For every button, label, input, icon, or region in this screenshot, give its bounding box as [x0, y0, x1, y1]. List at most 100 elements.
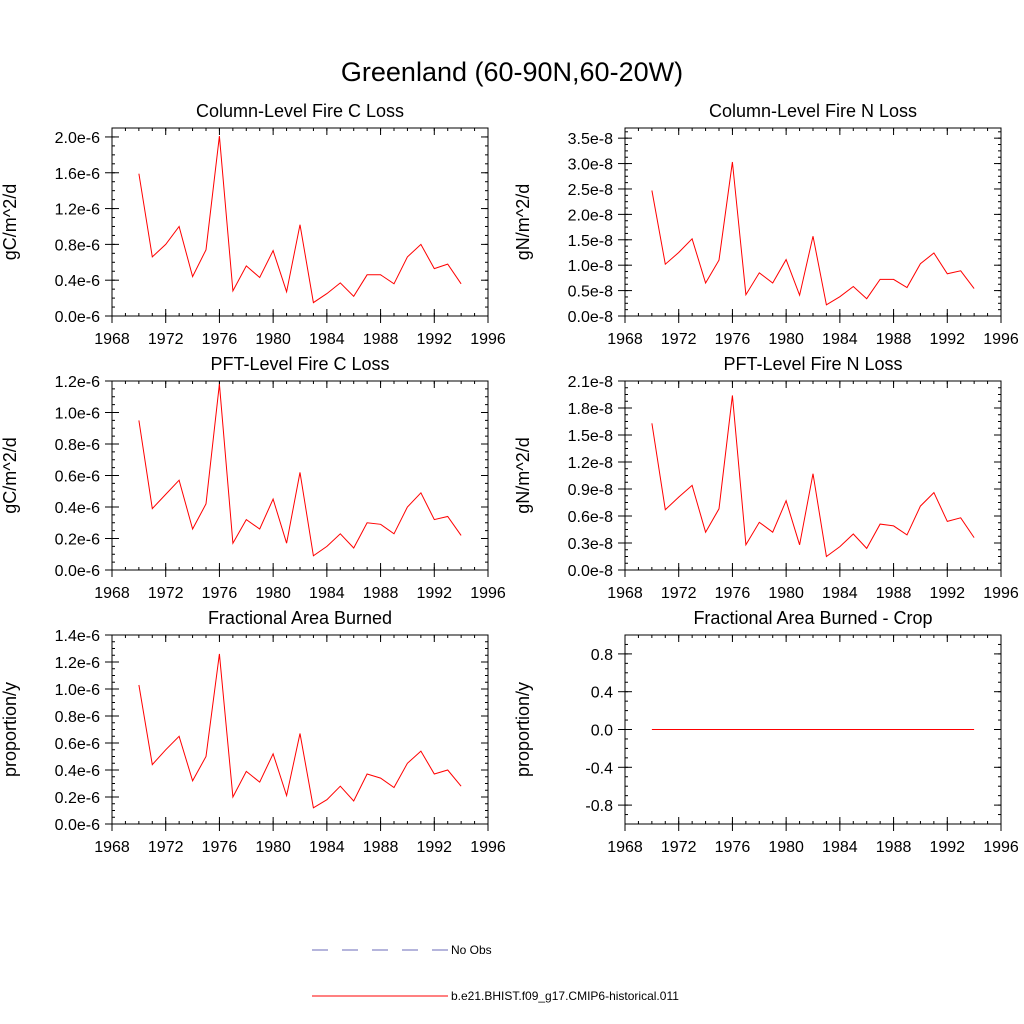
- chart-panel-1: 1968 1972 1976 1980 1984 1988 1992 1996 0.0e-6 0.…: [0, 101, 506, 348]
- y-tick-label: 0.8e-6: [55, 237, 100, 254]
- y-tick-label: 0.0e-8: [568, 309, 613, 326]
- y-tick-label: 0.9e-8: [568, 482, 613, 499]
- legend-label-1: No Obs: [451, 943, 492, 957]
- y-tick-label: 1.4e-6: [55, 628, 100, 645]
- y-tick-label: 0.0e-6: [55, 563, 100, 580]
- y-tick-label: 0.0e-6: [55, 309, 100, 326]
- y-tick-label: 1.2e-6: [55, 655, 100, 672]
- x-tick-label: 1968: [607, 839, 643, 856]
- x-tick-label: 1976: [715, 331, 751, 348]
- chart-panel-3: 1968 1972 1976 1980 1984 1988 1992 1996 0.0e-6 0.…: [0, 354, 506, 602]
- x-tick-label: 1980: [768, 839, 804, 856]
- x-tick-label: 1984: [822, 331, 858, 348]
- series-line-1: [138, 136, 462, 304]
- x-tick-label: 1968: [607, 331, 643, 348]
- y-tick-label: 2.1e-8: [568, 374, 613, 391]
- y-axis-label: gC/m^2/d: [0, 437, 20, 513]
- y-tick-label: -0.4: [585, 760, 613, 777]
- x-tick-label: 1992: [416, 331, 452, 348]
- panel-title: Fractional Area Burned - Crop: [693, 608, 932, 628]
- series-line-1: [651, 395, 975, 558]
- x-tick-label: 1972: [661, 331, 697, 348]
- x-tick-label: 1996: [470, 331, 506, 348]
- y-tick-label: 0.6e-8: [568, 509, 613, 526]
- y-tick-label: 1.2e-6: [55, 202, 100, 219]
- y-axis-label: proportion/y: [513, 682, 533, 777]
- y-tick-label: 1.8e-8: [568, 401, 613, 418]
- x-tick-label: 1980: [768, 331, 804, 348]
- series-line-1: [138, 653, 462, 809]
- chart-panel-4: 1968 1972 1976 1980 1984 1988 1992 1996 0.0e-8 0.…: [513, 354, 1019, 602]
- x-tick-label: 1988: [363, 585, 399, 602]
- y-axis-label: proportion/y: [0, 682, 20, 777]
- x-tick-label: 1992: [416, 585, 452, 602]
- y-tick-label: -0.8: [585, 798, 613, 815]
- y-tick-label: 2.0e-8: [568, 207, 613, 224]
- x-tick-label: 1992: [929, 331, 965, 348]
- x-tick-label: 1988: [876, 585, 912, 602]
- y-tick-label: 0.8: [591, 647, 613, 664]
- y-tick-label: 0.5e-8: [568, 284, 613, 301]
- y-tick-label: 1.6e-6: [55, 166, 100, 183]
- x-tick-label: 1980: [768, 585, 804, 602]
- y-tick-label: 2.0e-6: [55, 130, 100, 147]
- panels: 1968 1972 1976 1980 1984 1988 1992 1996 0.0e-6 0.…: [0, 101, 1019, 856]
- panel-title: Column-Level Fire C Loss: [196, 101, 404, 121]
- x-tick-label: 1992: [929, 585, 965, 602]
- y-tick-label: 1.5e-8: [568, 428, 613, 445]
- y-tick-label: 3.5e-8: [568, 131, 613, 148]
- chart-panel-6: 1968 1972 1976 1980 1984 1988 1992 1996 -0.8 -0.4…: [513, 608, 1019, 856]
- x-tick-label: 1968: [94, 331, 130, 348]
- x-tick-label: 1980: [255, 839, 291, 856]
- y-axis-label: gC/m^2/d: [0, 184, 20, 260]
- legend-label-2: b.e21.BHIST.f09_g17.CMIP6-historical.011: [451, 989, 679, 1003]
- x-tick-label: 1968: [607, 585, 643, 602]
- x-tick-label: 1968: [94, 585, 130, 602]
- panel-title: PFT-Level Fire N Loss: [723, 354, 902, 374]
- x-tick-label: 1996: [470, 839, 506, 856]
- x-tick-label: 1968: [94, 839, 130, 856]
- x-tick-label: 1976: [202, 839, 238, 856]
- y-tick-label: 0.6e-6: [55, 736, 100, 753]
- x-tick-label: 1996: [983, 839, 1019, 856]
- y-tick-label: 1.0e-6: [55, 406, 100, 423]
- x-tick-label: 1980: [255, 331, 291, 348]
- y-tick-label: 2.5e-8: [568, 182, 613, 199]
- figure-title: Greenland (60-90N,60-20W): [341, 57, 683, 87]
- y-axis-label: gN/m^2/d: [513, 437, 533, 513]
- y-tick-label: 0.0e-6: [55, 817, 100, 834]
- x-tick-label: 1972: [148, 585, 184, 602]
- y-tick-label: 0.3e-8: [568, 536, 613, 553]
- y-tick-label: 1.0e-8: [568, 258, 613, 275]
- panel-title: PFT-Level Fire C Loss: [210, 354, 389, 374]
- panel-title: Column-Level Fire N Loss: [709, 101, 917, 121]
- x-tick-label: 1976: [715, 839, 751, 856]
- y-tick-label: 0.6e-6: [55, 469, 100, 486]
- panel-title: Fractional Area Burned: [208, 608, 392, 628]
- x-tick-label: 1972: [148, 331, 184, 348]
- y-tick-label: 0.4e-6: [55, 763, 100, 780]
- x-tick-label: 1984: [309, 839, 345, 856]
- x-tick-label: 1996: [983, 331, 1019, 348]
- legend: No Obs b.e21.BHIST.f09_g17.CMIP6-historic…: [312, 943, 679, 1003]
- y-tick-label: 0.2e-6: [55, 790, 100, 807]
- x-tick-label: 1976: [715, 585, 751, 602]
- x-tick-label: 1988: [876, 331, 912, 348]
- series-line-1: [138, 384, 462, 557]
- x-tick-label: 1988: [363, 331, 399, 348]
- y-tick-label: 1.5e-8: [568, 233, 613, 250]
- x-tick-label: 1980: [255, 585, 291, 602]
- series-line-1: [651, 161, 975, 306]
- x-tick-label: 1996: [470, 585, 506, 602]
- y-tick-label: 0.0e-8: [568, 563, 613, 580]
- x-tick-label: 1992: [416, 839, 452, 856]
- x-tick-label: 1972: [661, 585, 697, 602]
- x-tick-label: 1976: [202, 331, 238, 348]
- y-axis-label: gN/m^2/d: [513, 184, 533, 260]
- x-tick-label: 1972: [148, 839, 184, 856]
- y-tick-label: 0.4: [591, 685, 613, 702]
- x-tick-label: 1976: [202, 585, 238, 602]
- y-tick-label: 0.8e-6: [55, 437, 100, 454]
